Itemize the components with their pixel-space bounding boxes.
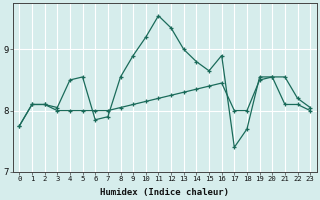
X-axis label: Humidex (Indice chaleur): Humidex (Indice chaleur) bbox=[100, 188, 229, 197]
